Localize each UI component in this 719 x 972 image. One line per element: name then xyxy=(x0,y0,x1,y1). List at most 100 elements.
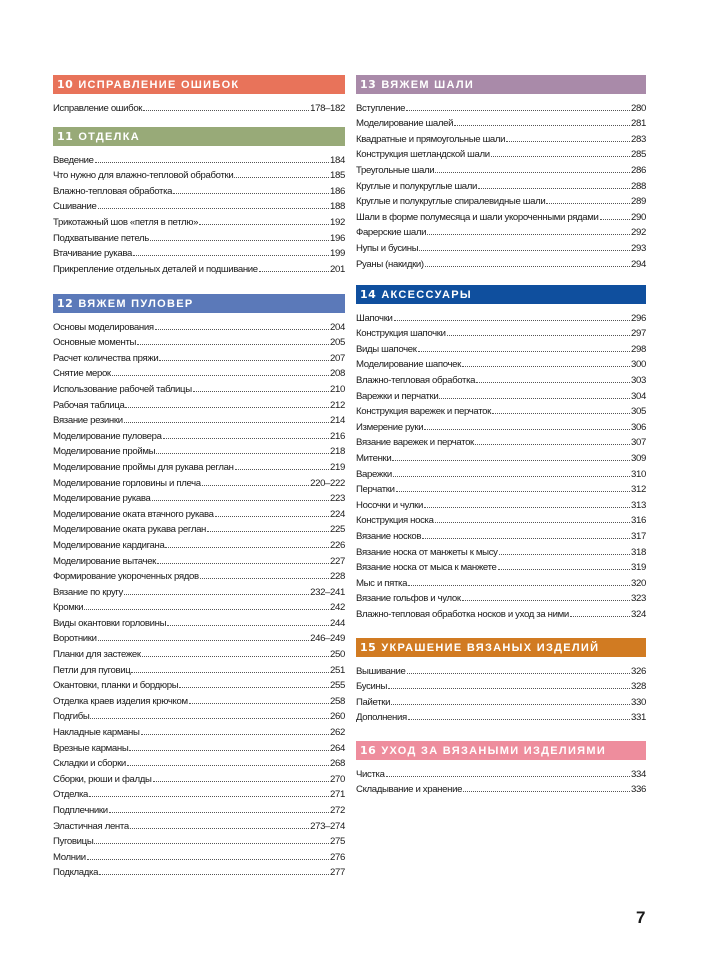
toc-entry[interactable]: Накладные карманы 262 xyxy=(53,722,345,738)
toc-entry[interactable]: Вязание резинки 214 xyxy=(53,411,345,426)
toc-entry[interactable]: Отделка краев изделия крючком 258 xyxy=(53,691,345,707)
toc-entry[interactable]: Вступление 280 xyxy=(356,98,646,114)
toc-entry[interactable]: Варежки 310 xyxy=(356,464,646,480)
toc-entry[interactable]: Перчатки 312 xyxy=(356,480,646,495)
toc-entry[interactable]: Чистка 334 xyxy=(356,764,646,780)
toc-entry[interactable]: Эластичная лента 273–274 xyxy=(53,816,345,832)
dot-leader xyxy=(162,437,330,439)
toc-entry[interactable]: Виды шапочек 298 xyxy=(356,339,646,355)
toc-entry[interactable]: Руаны (накидки) 294 xyxy=(356,254,646,270)
toc-entry[interactable]: Нупы и бусины 293 xyxy=(356,238,646,254)
dot-leader xyxy=(167,624,330,626)
dot-leader xyxy=(424,265,631,267)
toc-entry[interactable]: Шали в форме полумесяца и шали укороченн… xyxy=(356,207,646,223)
toc-entry[interactable]: Шапочки 296 xyxy=(356,308,646,324)
toc-entry[interactable]: Использование рабочей таблицы 210 xyxy=(53,379,345,395)
toc-entry[interactable]: Конструкция шапочки 297 xyxy=(356,324,646,339)
toc-entry[interactable]: Складывание и хранение 336 xyxy=(356,780,646,795)
toc-entry[interactable]: Моделирование шалей 281 xyxy=(356,114,646,129)
toc-entry[interactable]: Варежки и перчатки 304 xyxy=(356,386,646,402)
toc-entry[interactable]: Измерение руки 306 xyxy=(356,417,646,433)
toc-entry[interactable]: Влажно-тепловая обработка носков и уход … xyxy=(356,604,646,620)
entry-page: 204 xyxy=(330,321,345,333)
toc-entry[interactable]: Втачивание рукава 199 xyxy=(53,244,345,259)
toc-entry[interactable]: Моделирование кардигана 226 xyxy=(53,535,345,551)
toc-entry[interactable]: Конструкция носка 316 xyxy=(356,511,646,527)
section-12: 12 ВЯЖЕМ ПУЛОВЕР Основы моделирования 204 Ос… xyxy=(53,294,345,878)
entry-title: Фарерские шали xyxy=(356,227,427,239)
toc-entry[interactable]: Воротники 246–249 xyxy=(53,629,345,644)
toc-entry[interactable]: Планки для застежек 250 xyxy=(53,644,345,660)
entry-title: Отделка краев изделия крючком xyxy=(53,695,188,707)
toc-entry[interactable]: Введение 184 xyxy=(53,150,345,166)
toc-entry[interactable]: Прикрепление отдельных деталей и подшива… xyxy=(53,259,345,275)
toc-entry[interactable]: Вязание гольфов и чулок 323 xyxy=(356,589,646,604)
toc-entry[interactable]: Фарерские шали 292 xyxy=(356,223,646,239)
toc-entry[interactable]: Моделирование горловины и плеча 220–222 xyxy=(53,473,345,489)
toc-entry[interactable]: Формирование укороченных рядов 228 xyxy=(53,567,345,583)
toc-entry[interactable]: Виды окантовки горловины 244 xyxy=(53,613,345,629)
toc-entry[interactable]: Дополнения 331 xyxy=(356,708,646,723)
toc-entry[interactable]: Моделирование вытачек 227 xyxy=(53,551,345,567)
toc-entry[interactable]: Вышивание 326 xyxy=(356,661,646,677)
toc-entry[interactable]: Вязание носка от манжеты к мысу 318 xyxy=(356,542,646,558)
toc-entry[interactable]: Подгибы 260 xyxy=(53,707,345,722)
toc-entry[interactable]: Подкладка 277 xyxy=(53,863,345,878)
toc-entry[interactable]: Моделирование рукава 223 xyxy=(53,489,345,504)
dot-leader xyxy=(214,515,330,517)
toc-entry[interactable]: Основы моделирования 204 xyxy=(53,317,345,333)
toc-entry[interactable]: Расчет количества пряжи 207 xyxy=(53,348,345,364)
entry-page: 316 xyxy=(631,515,646,527)
toc-entry[interactable]: Конструкция варежек и перчаток 305 xyxy=(356,402,646,417)
toc-entry[interactable]: Моделирование проймы 218 xyxy=(53,442,345,457)
entry-page: 228 xyxy=(330,571,345,583)
toc-entry[interactable]: Моделирование шапочек 300 xyxy=(356,355,646,370)
toc-entry[interactable]: Трикотажный шов «петля в петлю» 192 xyxy=(53,212,345,228)
toc-entry[interactable]: Кромки 242 xyxy=(53,598,345,613)
entry-page: 293 xyxy=(631,242,646,254)
toc-entry[interactable]: Отделка 271 xyxy=(53,785,345,800)
toc-list: Вступление 280 Моделирование шалей 281 Квадр… xyxy=(356,98,646,270)
toc-entry[interactable]: Подплечники 272 xyxy=(53,800,345,816)
toc-entry[interactable]: Сборки, рюши и фалды 270 xyxy=(53,769,345,785)
toc-entry[interactable]: Влажно-тепловая обработка 303 xyxy=(356,370,646,386)
toc-entry[interactable]: Петли для пуговиц 251 xyxy=(53,660,345,676)
entry-title: Расчет количества пряжи xyxy=(53,352,159,364)
toc-entry[interactable]: Вязание носка от мыса к манжете 319 xyxy=(356,558,646,573)
toc-entry[interactable]: Треугольные шали 286 xyxy=(356,160,646,176)
toc-entry[interactable]: Круглые и полукруглые спиралевидные шали… xyxy=(356,192,646,207)
toc-entry[interactable]: Молнии 276 xyxy=(53,847,345,863)
toc-entry[interactable]: Основные моменты 205 xyxy=(53,333,345,348)
toc-entry[interactable]: Влажно-тепловая обработка 186 xyxy=(53,181,345,197)
dot-leader xyxy=(152,780,330,782)
entry-title: Шапочки xyxy=(356,312,393,324)
toc-entry[interactable]: Митенки 309 xyxy=(356,448,646,464)
toc-entry[interactable]: Квадратные и прямоугольные шали 283 xyxy=(356,129,646,145)
toc-entry[interactable]: Вязание носков 317 xyxy=(356,526,646,542)
toc-entry[interactable]: Моделирование оката втачного рукава 224 xyxy=(53,504,345,520)
toc-entry[interactable]: Снятие мерок 208 xyxy=(53,364,345,379)
entry-title: Виды окантовки горловины xyxy=(53,617,167,629)
dot-leader xyxy=(424,506,631,508)
toc-entry[interactable]: Бусины 328 xyxy=(356,677,646,692)
toc-entry[interactable]: Складки и сборки 268 xyxy=(53,754,345,769)
toc-entry[interactable]: Моделирование проймы для рукава реглан 21… xyxy=(53,457,345,473)
entry-title: Квадратные и прямоугольные шали xyxy=(356,133,506,145)
toc-entry[interactable]: Пайетки 330 xyxy=(356,692,646,708)
toc-entry[interactable]: Подхватывание петель 196 xyxy=(53,228,345,244)
toc-entry[interactable]: Вязание варежек и перчаток 307 xyxy=(356,433,646,448)
toc-entry[interactable]: Круглые и полукруглые шали 288 xyxy=(356,176,646,192)
toc-entry[interactable]: Окантовки, планки и бордюры 255 xyxy=(53,676,345,691)
toc-entry[interactable]: Вязание по кругу 232–241 xyxy=(53,582,345,598)
toc-entry[interactable]: Врезные карманы 264 xyxy=(53,738,345,754)
toc-entry[interactable]: Сшивание 188 xyxy=(53,197,345,212)
toc-entry[interactable]: Конструкция шетландской шали 285 xyxy=(356,145,646,160)
toc-entry[interactable]: Исправление ошибок 178–182 xyxy=(53,98,345,114)
toc-entry[interactable]: Моделирование оката рукава реглан 225 xyxy=(53,520,345,535)
toc-entry[interactable]: Рабочая таблица 212 xyxy=(53,395,345,411)
toc-entry[interactable]: Что нужно для влажно-тепловой обработки 1… xyxy=(53,166,345,181)
toc-entry[interactable]: Пуговицы 275 xyxy=(53,832,345,847)
toc-entry[interactable]: Носочки и чулки 313 xyxy=(356,495,646,511)
toc-entry[interactable]: Моделирование пуловера 216 xyxy=(53,426,345,442)
toc-entry[interactable]: Мыс и пятка 320 xyxy=(356,573,646,589)
